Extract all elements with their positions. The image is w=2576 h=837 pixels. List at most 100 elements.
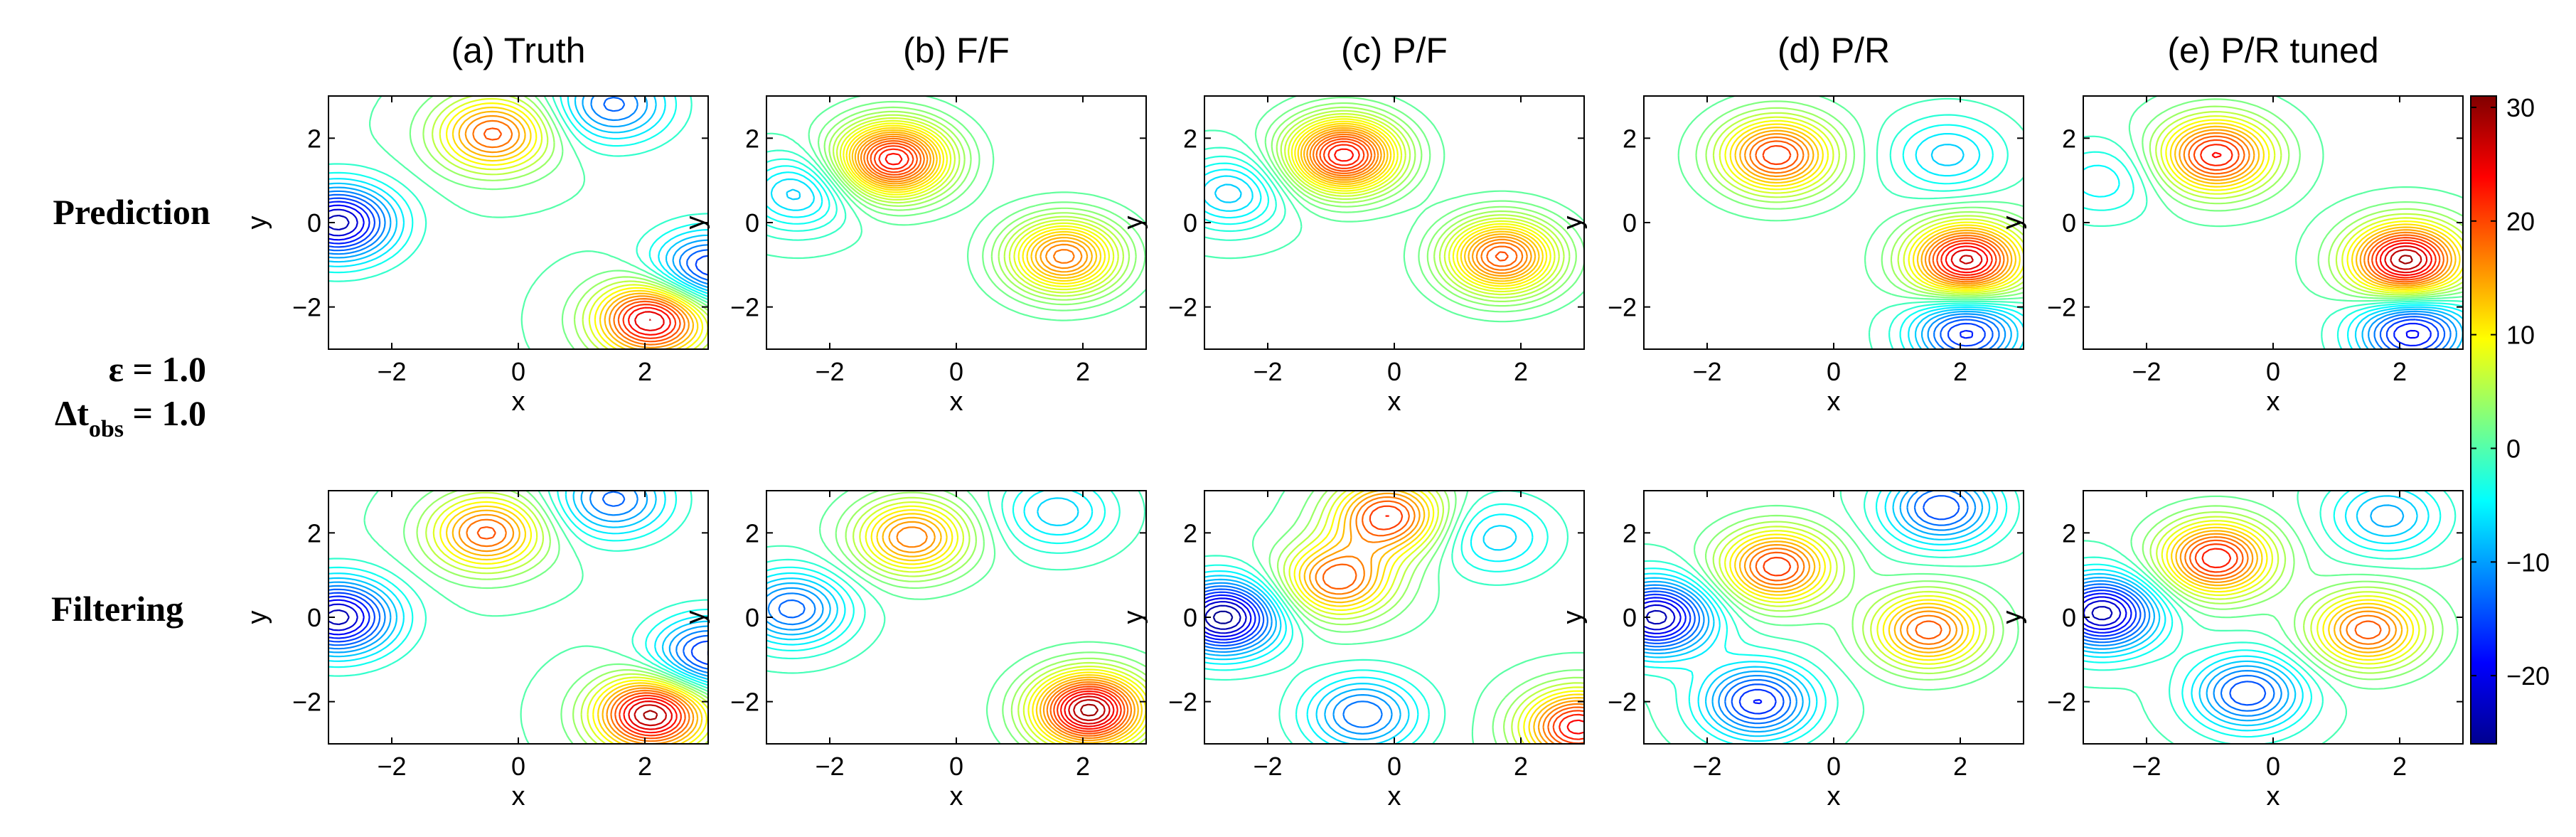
y-axis-label: y — [242, 611, 272, 624]
contour-line — [1729, 123, 2021, 290]
contour-line — [2166, 523, 2415, 661]
contour-line — [1204, 503, 1549, 744]
contour-line — [2083, 495, 2418, 727]
contour-line — [819, 491, 1146, 744]
contour-line — [1921, 310, 2012, 349]
panel-filtering-d-p-r: −2 0 2 −2 0 2 x y — [1558, 490, 2024, 811]
column-title: (c) P/F — [1341, 31, 1448, 70]
panel-filtering-c-p-f: −2 0 2 −2 0 2 x y — [1118, 490, 1585, 811]
y-tick-label: 0 — [745, 603, 759, 632]
contour-line — [766, 491, 1106, 651]
contour-line — [2165, 119, 2463, 292]
contour-line — [766, 491, 1121, 660]
contour-line — [1705, 107, 2024, 297]
y-tick-label: 2 — [2062, 518, 2076, 548]
contour-line — [1327, 144, 1360, 166]
x-axis-label: x — [950, 387, 963, 417]
contour-line — [1566, 719, 1584, 735]
contour-line — [2149, 105, 2463, 297]
contour-line — [1933, 316, 2000, 349]
panel-prediction-e-p-r-tuned: −2 0 2 −2 0 2 x y (e) P/R tuned — [1997, 31, 2464, 417]
contour-line — [2188, 539, 2382, 640]
x-tick-label: 0 — [511, 752, 525, 781]
contour-line — [328, 96, 708, 289]
contour-line — [2194, 543, 2238, 573]
x-axis-label: x — [2267, 387, 2280, 417]
contour-line — [2175, 530, 2403, 654]
contour-line — [439, 97, 708, 349]
y-tick-label: −2 — [1168, 293, 1197, 322]
contour-line — [2083, 583, 2275, 712]
contour-line — [1303, 491, 1584, 744]
contour-line — [328, 491, 708, 689]
contour-line — [1755, 551, 1942, 640]
contour-line — [896, 526, 1133, 740]
contour-line — [328, 595, 708, 656]
contour-line — [458, 110, 695, 349]
contour-line — [369, 96, 708, 349]
contour-line — [1214, 183, 1242, 203]
contour-line — [1204, 491, 1569, 744]
contour-line — [1644, 491, 1999, 742]
contour-line — [328, 491, 708, 674]
contour-line — [835, 491, 1146, 744]
contour-line — [2405, 329, 2420, 339]
contour-line — [2156, 516, 2427, 669]
contour-line — [1073, 699, 1106, 722]
y-axis-label: y — [680, 611, 710, 624]
contour-line — [1204, 594, 1256, 641]
contour-line — [2083, 151, 2463, 349]
contour-line — [1940, 319, 1994, 349]
contour-line — [1744, 133, 2009, 284]
contour-line — [836, 117, 1119, 294]
contour-line — [1315, 496, 1584, 744]
y-tick-label: 2 — [1623, 518, 1637, 548]
y-axis-label: y — [1118, 611, 1148, 624]
contour-line — [2161, 520, 2420, 665]
column-title: (e) P/R tuned — [2167, 31, 2378, 70]
contour-line — [1644, 491, 2020, 744]
column-title: (a) Truth — [451, 31, 586, 70]
colorbar-gradient — [2471, 96, 2496, 744]
contour-line — [1908, 133, 2024, 349]
contour-line — [1064, 693, 1115, 727]
contour-line — [853, 496, 1146, 744]
x-axis-label: x — [1388, 387, 1401, 417]
contour-line — [622, 304, 677, 339]
contour-line — [2398, 255, 2413, 265]
contour-line — [1306, 129, 1532, 277]
contour-line — [839, 119, 1115, 291]
x-tick-label: −2 — [1692, 752, 1721, 781]
y-axis-label: y — [680, 216, 710, 230]
contour-line — [2083, 600, 2122, 627]
contour-line — [1644, 491, 2024, 744]
contour-line — [823, 106, 1137, 306]
y-tick-label: 0 — [307, 208, 321, 238]
contour-line — [2193, 139, 2441, 281]
contour-line — [1888, 114, 2024, 349]
x-axis-label: x — [1827, 782, 1841, 811]
row-label-prediction: Prediction — [53, 192, 210, 232]
contour-line — [1739, 129, 2013, 287]
y-tick-label: −2 — [730, 293, 759, 322]
contour-line — [1950, 249, 1983, 270]
contour-line — [458, 513, 695, 744]
contour-line — [1322, 500, 1584, 744]
contour-line — [1927, 313, 2006, 349]
contour-line — [2200, 144, 2437, 279]
contour-line — [2160, 115, 2463, 294]
contour-line — [2083, 164, 2463, 349]
x-tick-label: −2 — [377, 357, 406, 386]
contour-line — [648, 319, 651, 321]
contour-line — [328, 197, 708, 276]
contour-line — [766, 582, 831, 636]
contour-line — [1204, 129, 1303, 260]
colorbar-tick-label: 0 — [2506, 434, 2521, 463]
y-tick-label: −2 — [292, 688, 321, 717]
x-tick-label: 0 — [1387, 752, 1401, 781]
contour-line — [1309, 131, 1528, 274]
contour-line — [1644, 593, 1777, 715]
contour-line — [328, 491, 708, 677]
contour-line — [857, 133, 1089, 273]
contour-line — [2201, 548, 2232, 569]
